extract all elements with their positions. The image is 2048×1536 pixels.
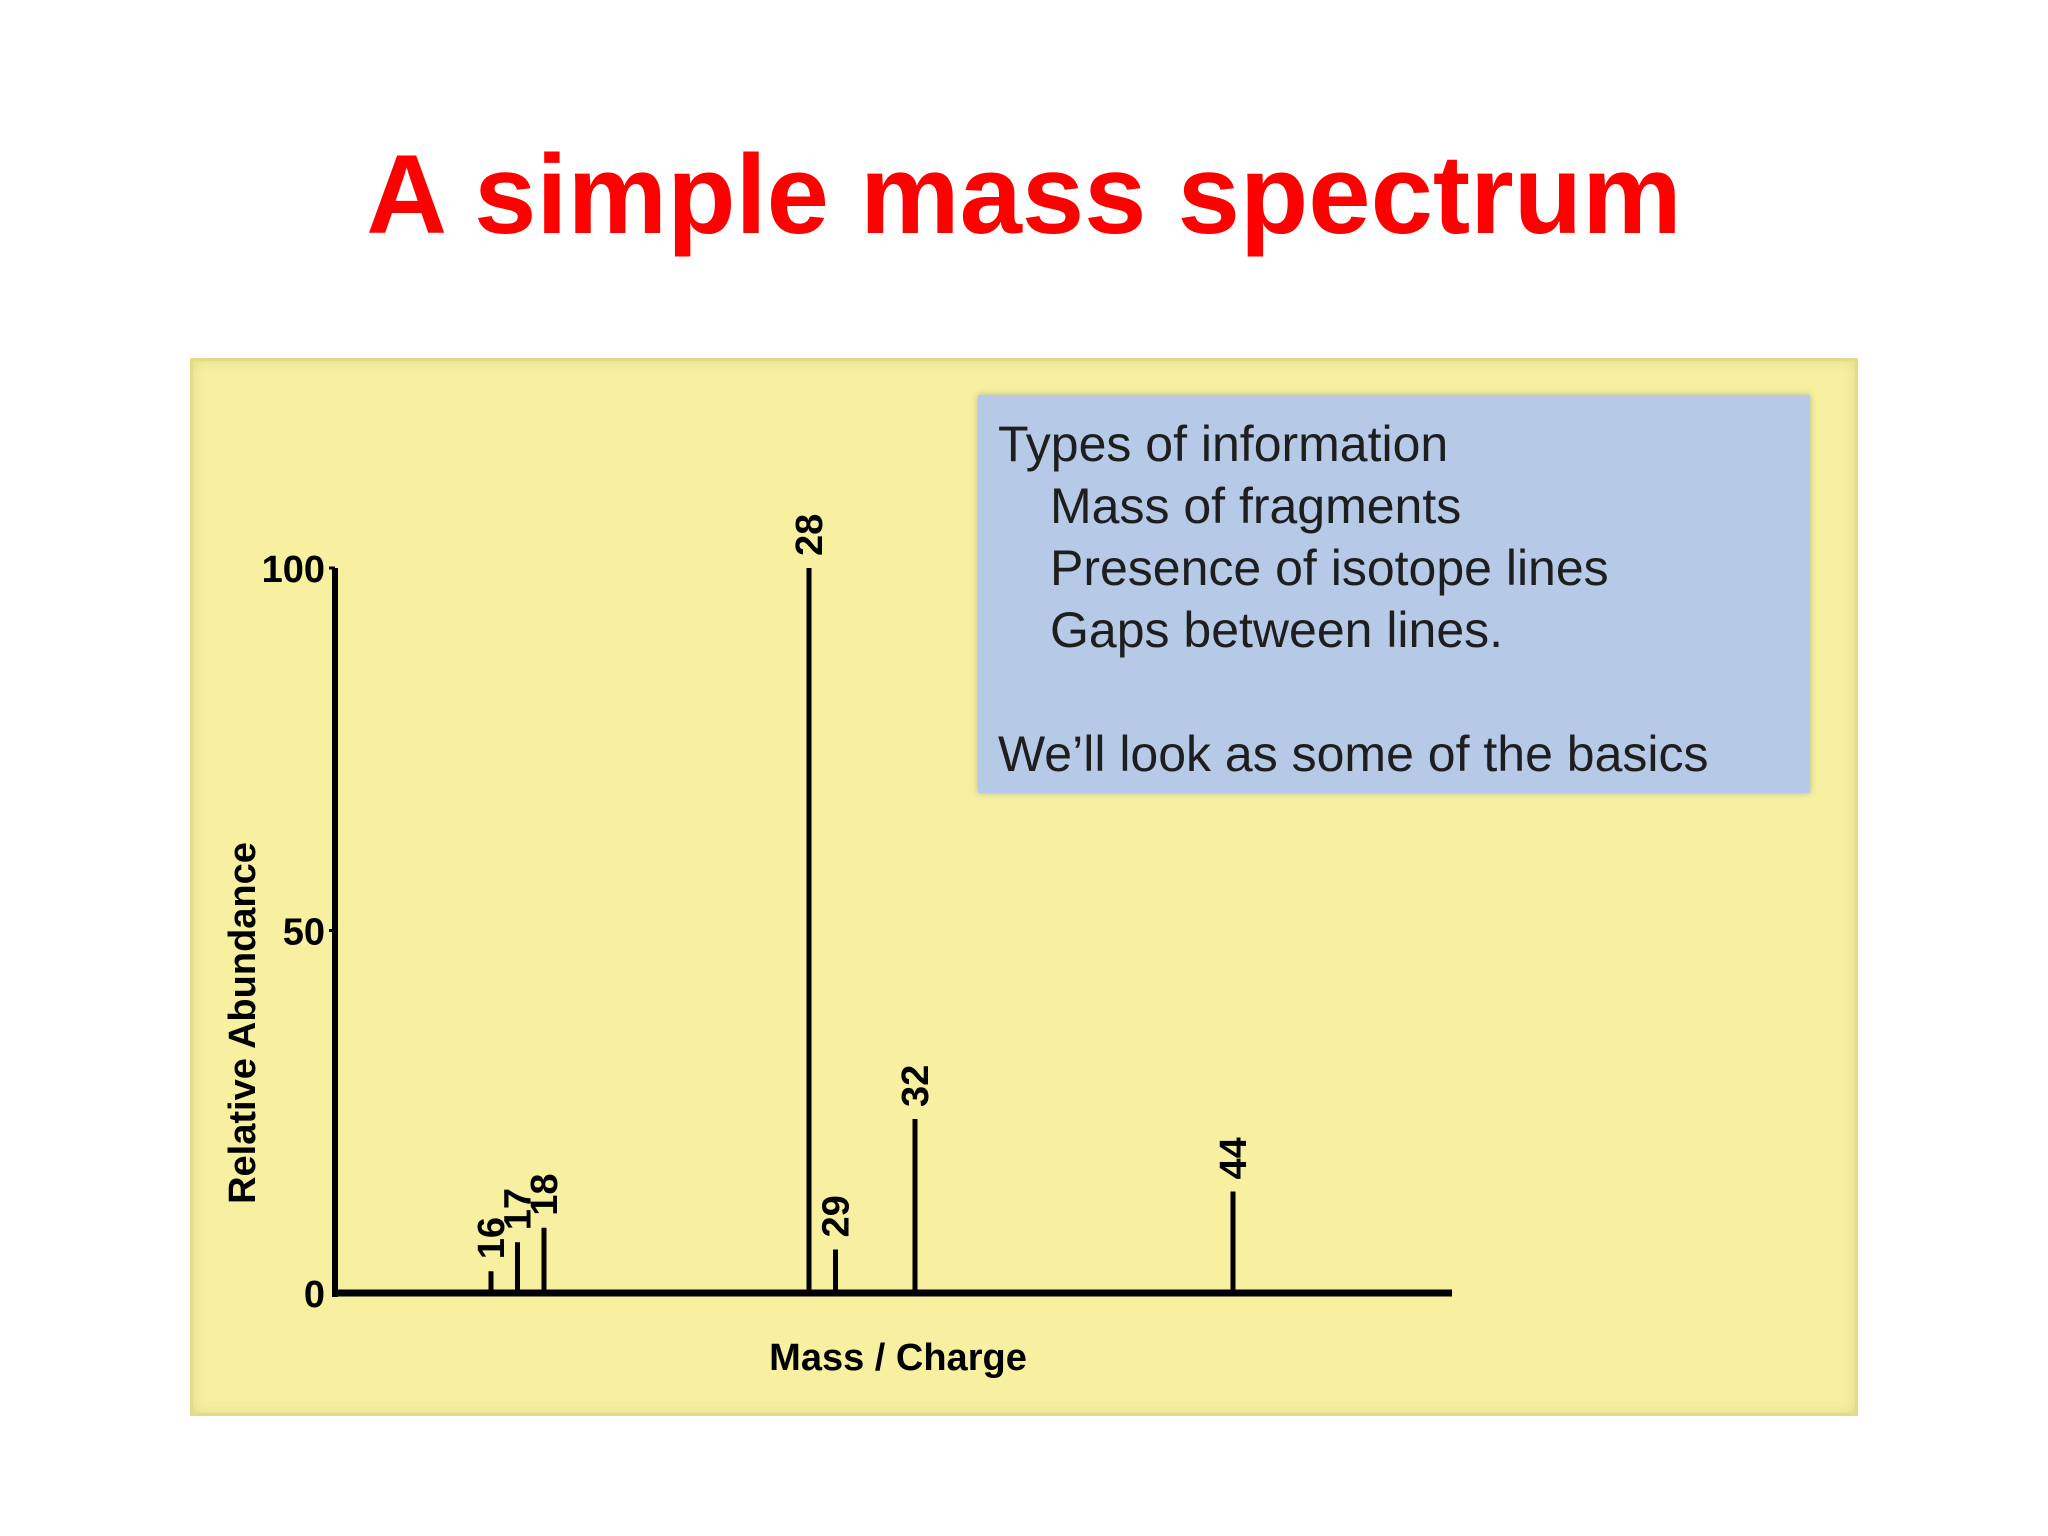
slide-title: A simple mass spectrum	[366, 132, 1682, 257]
spectrum-panel: 0 50 100 Relative Abundance Mass / Charge 16 1…	[190, 358, 1858, 1416]
peak-label: 18	[524, 1173, 566, 1215]
peak-label: 29	[816, 1195, 858, 1237]
peak-label: 44	[1213, 1137, 1255, 1179]
y-axis-label: Relative Abundance	[222, 842, 264, 1204]
info-footer: We’ll look as some of the basics	[998, 726, 1709, 782]
y-tick-label: 50	[283, 912, 325, 954]
info-heading: Types of information	[998, 416, 1449, 472]
peak-label: 32	[895, 1065, 937, 1107]
info-item: Presence of isotope lines	[1050, 540, 1609, 596]
peak-label: 17	[498, 1188, 540, 1230]
chart-peaks	[488, 568, 1236, 1293]
info-item: Gaps between lines.	[1050, 602, 1504, 658]
y-tick-label: 0	[304, 1274, 325, 1316]
peak-label: 28	[789, 514, 831, 556]
info-box: Types of information Mass of fragments P…	[978, 395, 1810, 793]
y-tick-label: 100	[262, 549, 325, 591]
info-item: Mass of fragments	[1050, 478, 1462, 534]
peak-label: 16	[471, 1217, 513, 1259]
x-axis-label: Mass / Charge	[769, 1337, 1027, 1379]
